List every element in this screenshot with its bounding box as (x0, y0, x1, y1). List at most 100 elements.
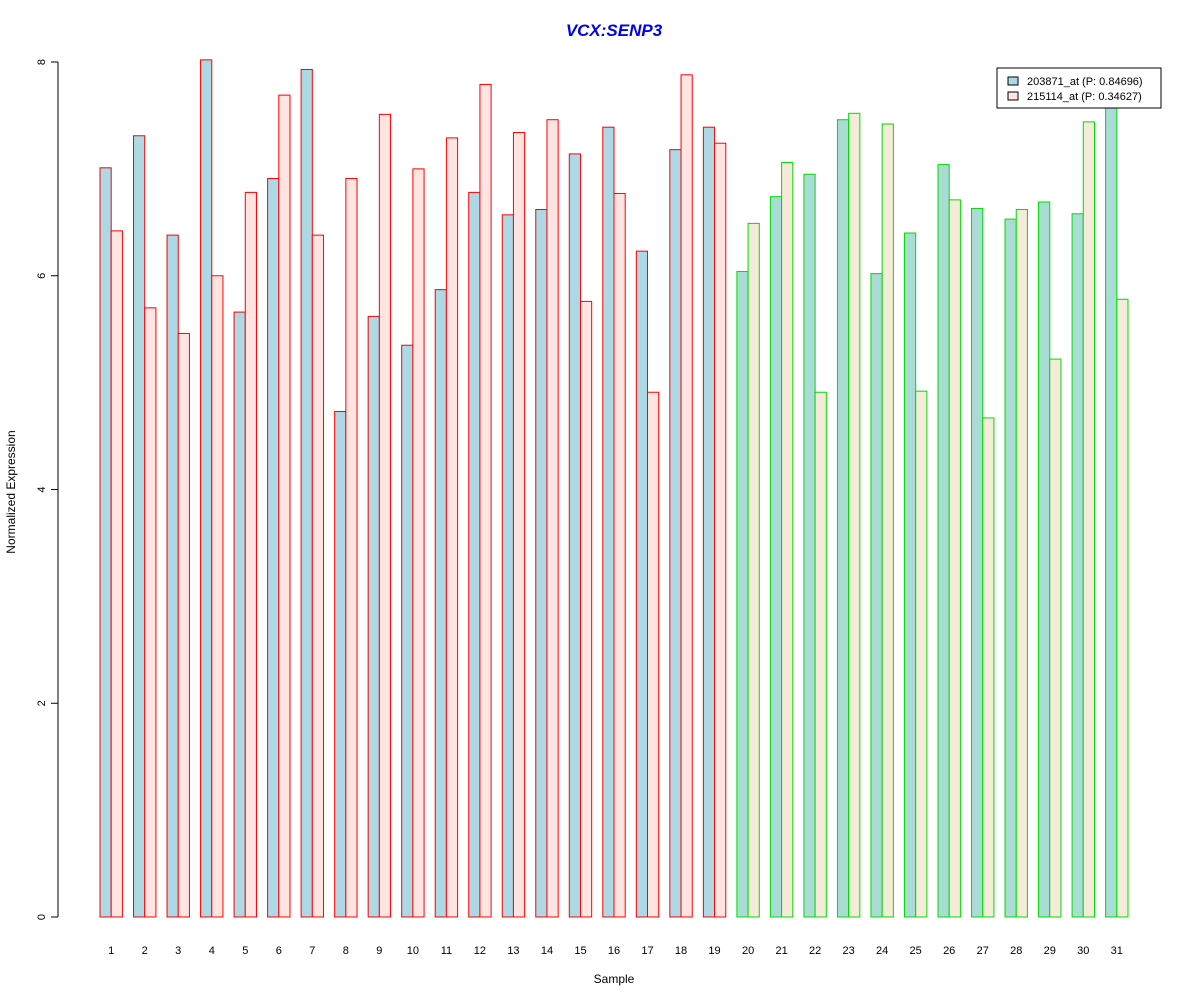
bar-series2-sample-26 (948, 199, 961, 918)
bar-series1-sample-4 (200, 59, 213, 918)
bar-series1-sample-26 (937, 164, 950, 918)
bar-series2-sample-22 (814, 391, 827, 918)
bar-series1-sample-29 (1038, 201, 1051, 918)
y-axis: 0 2 4 6 8 (36, 59, 59, 920)
bar-series1-sample-22 (803, 173, 816, 918)
bars-group (99, 59, 1129, 918)
bar-series2-sample-6 (278, 94, 291, 918)
legend-label-1: 203871_at (P: 0.84696) (1027, 76, 1143, 88)
x-tick-label: 8 (343, 945, 349, 957)
y-tick-label: 0 (36, 914, 48, 920)
bar-series1-sample-23 (836, 119, 850, 918)
x-tick-label: 15 (574, 945, 586, 957)
bar-series1-sample-21 (769, 196, 783, 918)
bar-series2-sample-5 (244, 191, 257, 918)
bar-series1-sample-7 (300, 68, 313, 918)
bar-series2-sample-4 (211, 275, 224, 918)
bar-series2-sample-21 (781, 161, 794, 918)
legend-swatch-1 (1007, 76, 1019, 86)
x-tick-label: 26 (943, 945, 955, 957)
bar-series2-sample-2 (144, 307, 157, 918)
x-tick-label: 29 (1044, 945, 1056, 957)
x-axis-label: Sample (594, 972, 635, 986)
legend-box (996, 67, 1162, 109)
bar-series2-sample-1 (110, 230, 123, 918)
bar-series2-sample-13 (512, 132, 526, 918)
x-tick-label: 5 (242, 945, 248, 957)
bar-series2-sample-25 (915, 390, 928, 918)
bar-series2-sample-3 (177, 332, 190, 918)
bar-series1-sample-15 (568, 153, 581, 918)
bar-series1-sample-16 (602, 126, 615, 918)
x-tick-label: 20 (742, 945, 754, 957)
bar-series2-sample-23 (848, 112, 861, 918)
x-tick-label: 9 (376, 945, 382, 957)
bar-series1-sample-14 (535, 208, 548, 918)
x-tick-label: 22 (809, 945, 821, 957)
x-tick-label: 19 (708, 945, 720, 957)
bar-series2-sample-17 (647, 391, 660, 918)
legend: 203871_at (P: 0.84696) 215114_at (P: 0.3… (996, 67, 1162, 109)
x-tick-label: 18 (675, 945, 687, 957)
bar-series2-sample-14 (546, 119, 559, 918)
bar-series1-sample-6 (267, 177, 280, 918)
bar-series2-sample-9 (378, 113, 392, 918)
bar-series1-sample-2 (133, 135, 146, 918)
bar-series1-sample-27 (971, 207, 984, 918)
x-tick-label: 7 (309, 945, 315, 957)
x-tick-label: 17 (641, 945, 653, 957)
bar-series2-sample-12 (479, 83, 492, 918)
x-tick-label: 27 (977, 945, 989, 957)
x-tick-label: 4 (209, 945, 215, 957)
bar-series1-sample-9 (367, 315, 380, 918)
bar-series2-sample-31 (1116, 298, 1129, 918)
y-tick-label: 4 (36, 486, 48, 492)
bar-series1-sample-3 (166, 234, 179, 918)
bar-series2-sample-29 (1049, 358, 1062, 918)
y-tick-label: 8 (36, 59, 48, 65)
legend-label-2: 215114_at (P: 0.34627) (1027, 91, 1142, 103)
bar-series1-sample-19 (702, 126, 716, 918)
x-tick-label: 13 (507, 945, 519, 957)
bar-series1-sample-5 (233, 311, 246, 918)
bar-series2-sample-16 (613, 192, 626, 918)
y-axis-label: Normalized Expression (4, 430, 18, 553)
x-tick-label: 1 (108, 945, 114, 957)
bar-series1-sample-17 (635, 250, 649, 918)
bar-series2-sample-19 (714, 142, 727, 918)
bar-series1-sample-11 (434, 289, 447, 918)
bar-series1-sample-12 (468, 191, 481, 918)
bar-series1-sample-31 (1105, 107, 1118, 918)
bar-series1-sample-20 (736, 270, 749, 918)
bar-series1-sample-30 (1071, 213, 1084, 918)
x-tick-label: 21 (775, 945, 787, 957)
bar-series1-sample-8 (334, 410, 347, 918)
bar-series1-sample-13 (501, 214, 514, 918)
x-tick-label: 24 (876, 945, 888, 957)
x-tick-label: 30 (1077, 945, 1089, 957)
bar-series1-sample-18 (669, 149, 682, 918)
bar-series2-sample-18 (680, 74, 693, 918)
bar-series1-sample-25 (903, 232, 917, 918)
x-tick-label: 31 (1111, 945, 1123, 957)
x-tick-label: 11 (441, 945, 452, 957)
bar-series1-sample-24 (870, 273, 883, 918)
bar-series2-sample-8 (345, 177, 358, 918)
bar-series2-sample-7 (311, 234, 325, 918)
x-tick-label: 28 (1010, 945, 1022, 957)
bar-series2-sample-28 (1015, 208, 1028, 918)
bar-series2-sample-10 (412, 168, 425, 918)
x-tick-label: 3 (175, 945, 181, 957)
x-tick-label: 23 (843, 945, 855, 957)
x-tick-label: 10 (407, 945, 419, 957)
bar-series2-sample-15 (579, 300, 593, 918)
bar-series1-sample-10 (401, 344, 414, 918)
bar-series2-sample-27 (982, 417, 995, 918)
bar-series2-sample-24 (881, 123, 894, 918)
bar-series2-sample-11 (445, 137, 459, 918)
x-tick-label: 14 (541, 945, 553, 957)
chart-title: VCX:SENP3 (566, 21, 663, 40)
x-tick-label: 12 (474, 945, 486, 957)
x-tick-label: 16 (608, 945, 620, 957)
